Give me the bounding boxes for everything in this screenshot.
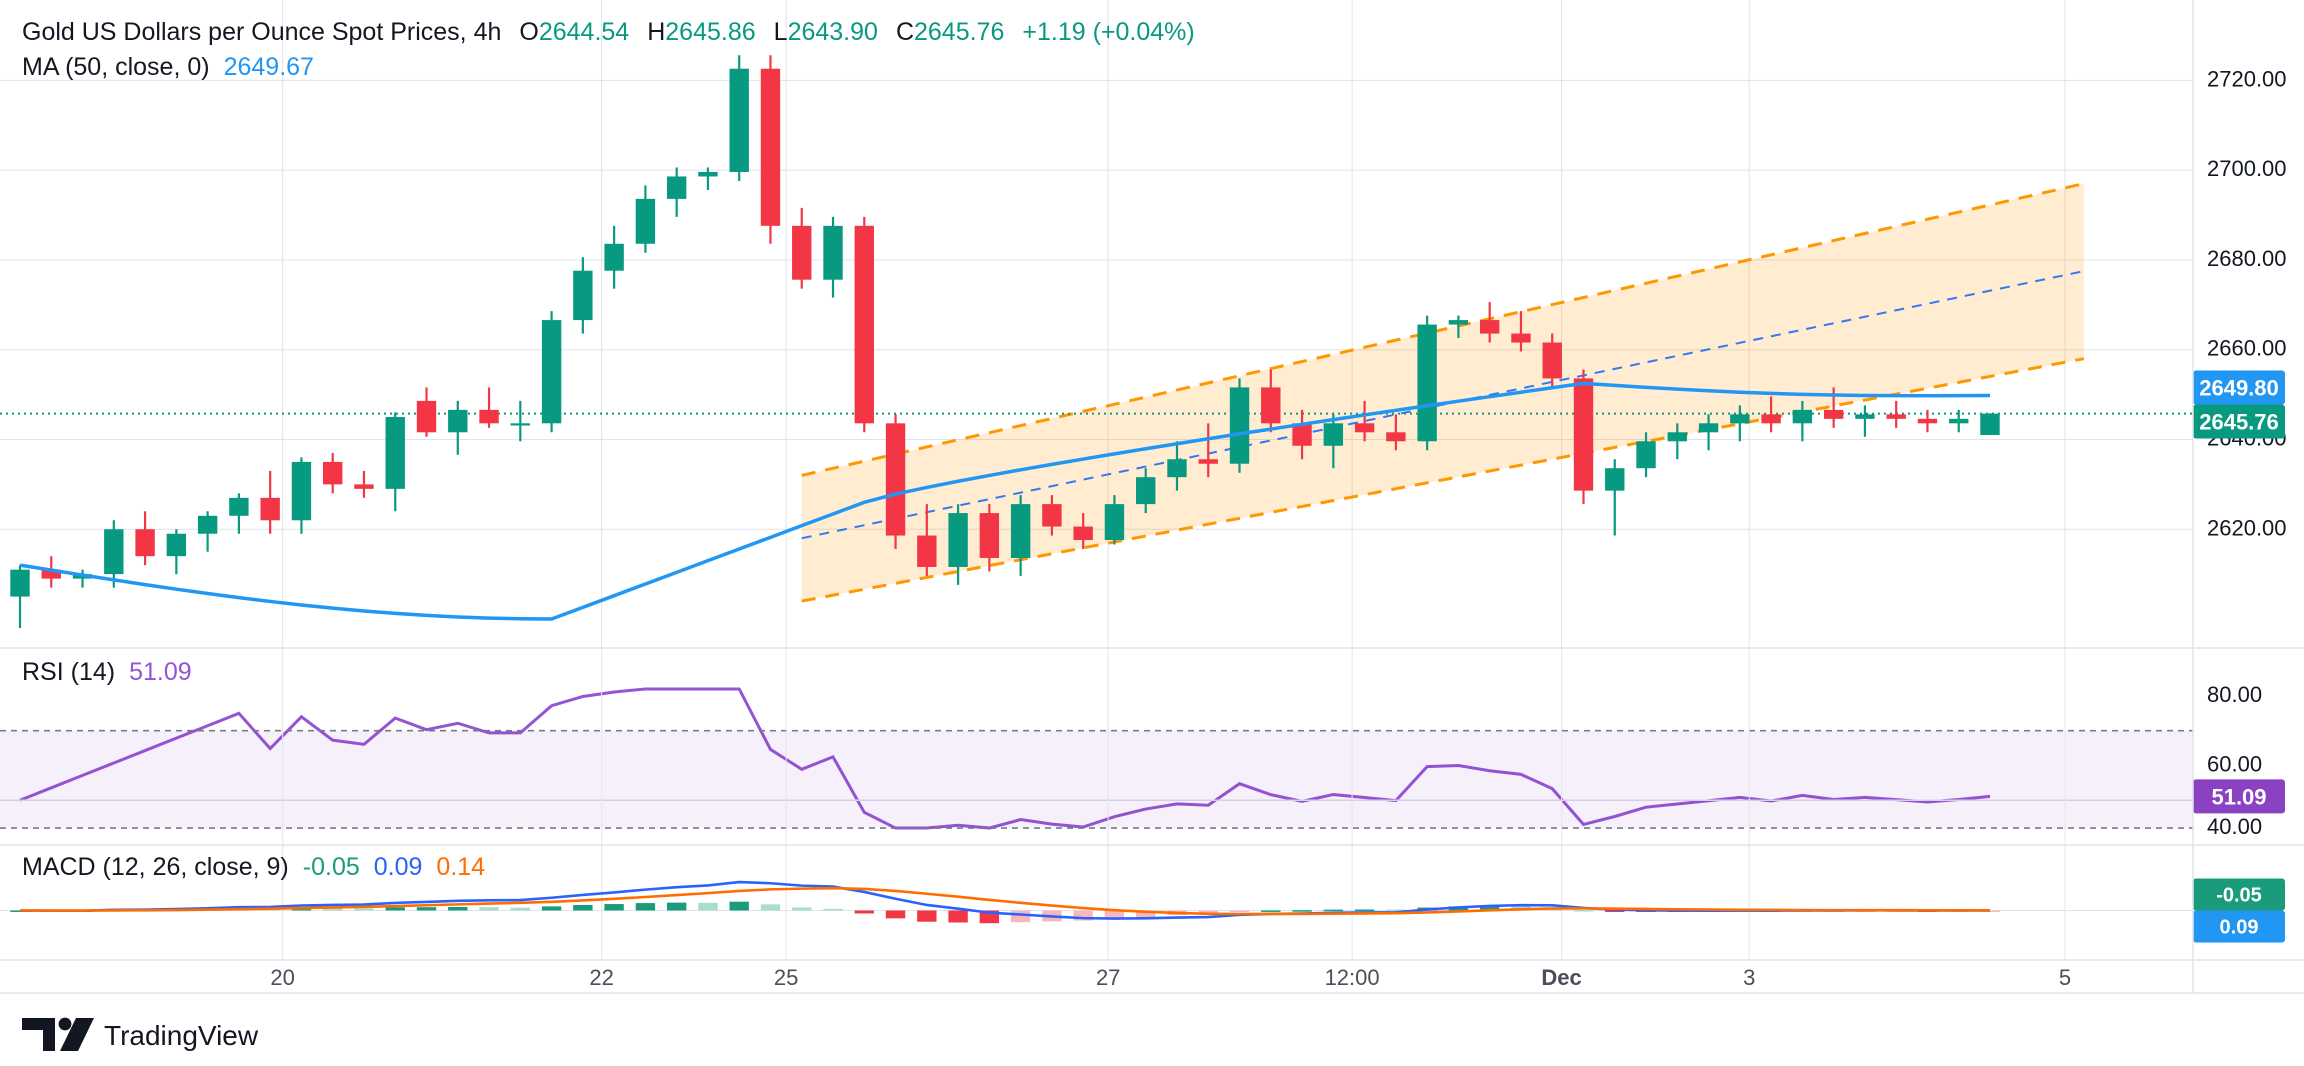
svg-text:2644.54: 2644.54 (539, 18, 629, 46)
svg-text:51.09: 51.09 (2211, 784, 2266, 809)
svg-text:0.09: 0.09 (374, 853, 423, 881)
svg-text:2645.76: 2645.76 (2199, 410, 2279, 435)
svg-text:O: O (519, 18, 538, 46)
svg-text:2649.80: 2649.80 (2199, 376, 2279, 401)
svg-text:22: 22 (589, 965, 613, 990)
svg-text:+1.19 (+0.04%): +1.19 (+0.04%) (1022, 18, 1194, 46)
svg-text:2645.76: 2645.76 (914, 18, 1004, 46)
svg-text:L: L (774, 18, 788, 46)
svg-text:2649.67: 2649.67 (224, 53, 314, 81)
svg-text:12:00: 12:00 (1325, 965, 1380, 990)
svg-text:2720.00: 2720.00 (2207, 66, 2287, 91)
svg-text:2660.00: 2660.00 (2207, 336, 2287, 361)
svg-text:MA (50, close, 0): MA (50, close, 0) (22, 53, 210, 81)
svg-text:Gold US Dollars per Ounce Spot: Gold US Dollars per Ounce Spot Prices, 4… (22, 18, 501, 46)
svg-text:-0.05: -0.05 (2216, 884, 2262, 906)
svg-text:0.09: 0.09 (2220, 916, 2259, 938)
svg-text:TradingView: TradingView (104, 1020, 259, 1051)
svg-text:5: 5 (2059, 965, 2071, 990)
svg-text:2645.86: 2645.86 (665, 18, 755, 46)
svg-text:-0.05: -0.05 (303, 853, 360, 881)
svg-text:60.00: 60.00 (2207, 751, 2262, 776)
svg-text:2700.00: 2700.00 (2207, 156, 2287, 181)
svg-text:H: H (647, 18, 665, 46)
svg-text:3: 3 (1743, 965, 1755, 990)
svg-text:25: 25 (774, 965, 798, 990)
svg-text:RSI (14): RSI (14) (22, 658, 115, 686)
svg-text:51.09: 51.09 (129, 658, 192, 686)
svg-text:C: C (896, 18, 914, 46)
svg-text:80.00: 80.00 (2207, 682, 2262, 707)
svg-text:2680.00: 2680.00 (2207, 246, 2287, 271)
svg-text:Dec: Dec (1541, 965, 1581, 990)
svg-text:2643.90: 2643.90 (788, 18, 878, 46)
svg-text:27: 27 (1096, 965, 1120, 990)
svg-text:40.00: 40.00 (2207, 814, 2262, 839)
svg-text:0.14: 0.14 (436, 853, 485, 881)
svg-text:2620.00: 2620.00 (2207, 515, 2287, 540)
svg-text:MACD (12, 26, close, 9): MACD (12, 26, close, 9) (22, 853, 289, 881)
svg-text:20: 20 (270, 965, 294, 990)
